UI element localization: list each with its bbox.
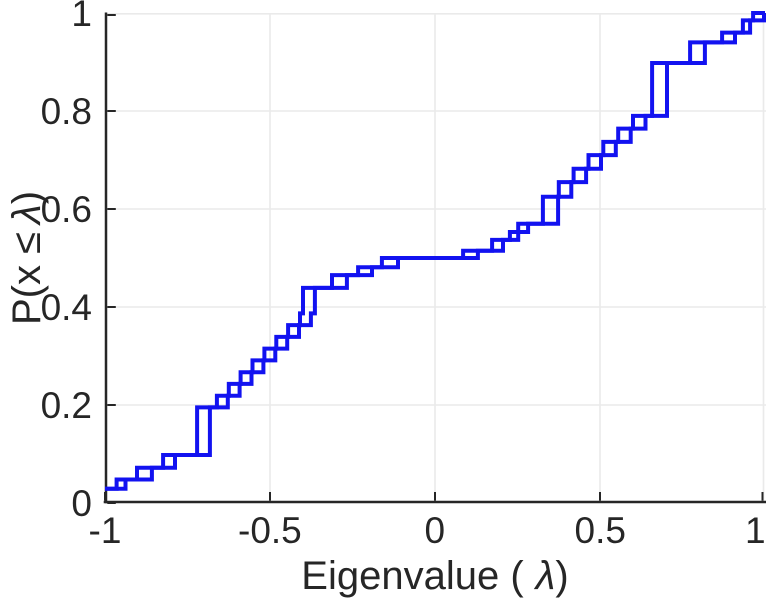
y-tick-label: 0.2	[40, 384, 92, 426]
x-tick-label: 0.5	[574, 510, 626, 551]
x-tick-label: 0	[424, 510, 446, 551]
x-axis-label-close: )	[555, 554, 569, 598]
y-tick-label: 0.8	[40, 90, 92, 132]
y-tick-label: 0	[71, 482, 92, 524]
y-tick-label: 1	[71, 0, 92, 34]
x-tick-label: -1	[88, 510, 122, 551]
y-tick-label: 0.4	[40, 286, 92, 328]
x-axis-label: Eigenvalue (λ)	[301, 556, 568, 596]
x-axis-label-lambda: λ	[535, 554, 556, 598]
ecdf-curve-2	[105, 11, 766, 491]
x-tick-label: -0.5	[238, 510, 302, 551]
x-tick-label: 1	[745, 510, 766, 551]
x-axis-label-text: Eigenvalue (	[301, 554, 524, 598]
y-tick-label: 0.6	[40, 188, 92, 230]
